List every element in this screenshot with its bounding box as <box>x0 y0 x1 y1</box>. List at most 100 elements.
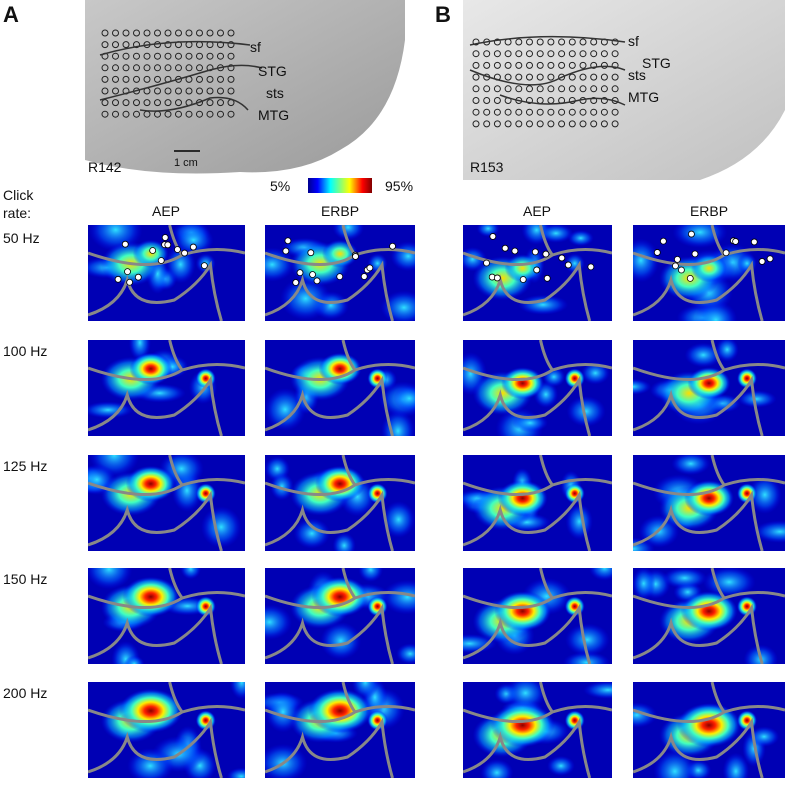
electrode <box>758 258 766 265</box>
blob <box>684 480 734 517</box>
electrode <box>112 29 119 37</box>
electrode <box>336 273 344 281</box>
blob <box>393 385 415 412</box>
electrode <box>547 38 555 46</box>
column-header: ERBP <box>690 203 728 219</box>
blob <box>226 767 245 778</box>
electrode <box>472 85 480 93</box>
anatomy-label: MTG <box>258 107 289 123</box>
sulcus-line <box>633 568 785 664</box>
heatmap <box>633 340 785 436</box>
electrode <box>360 273 368 280</box>
heatmap-layer <box>463 568 612 664</box>
heatmap-layer <box>463 340 612 436</box>
sulcus-line <box>463 340 612 436</box>
heatmap <box>265 568 415 664</box>
electrode <box>472 38 480 46</box>
panel-label: B <box>435 2 451 27</box>
blob <box>633 568 656 600</box>
electrode <box>217 29 224 37</box>
heatmap <box>463 340 612 436</box>
electrode <box>611 38 619 46</box>
electrode <box>526 38 533 46</box>
electrode <box>504 61 512 69</box>
blob <box>588 568 612 581</box>
electrode <box>536 120 544 128</box>
blob <box>748 726 780 747</box>
electrode <box>112 41 119 49</box>
electrode <box>526 97 533 104</box>
electrode <box>112 52 119 60</box>
blob <box>494 591 552 632</box>
electrode <box>600 85 608 93</box>
electrode <box>472 120 480 128</box>
electrode <box>483 50 491 58</box>
electrode <box>493 274 501 282</box>
electrode <box>189 243 197 251</box>
electrode <box>686 274 694 282</box>
heatmap <box>265 455 415 551</box>
electrode <box>154 99 161 107</box>
electrode <box>653 249 661 256</box>
electrode <box>579 61 587 69</box>
electrode <box>112 75 119 83</box>
electrode <box>579 108 587 116</box>
electrode <box>493 97 501 104</box>
blob <box>382 501 415 538</box>
electrode <box>143 29 151 37</box>
electrode <box>547 73 555 81</box>
electrode <box>489 233 497 240</box>
subject-id: R142 <box>88 159 122 175</box>
electrode <box>122 64 130 72</box>
electrode <box>185 64 193 72</box>
electrode <box>227 41 235 49</box>
electrode <box>124 268 131 276</box>
sulcus-line <box>99 40 263 112</box>
electrode <box>590 97 598 104</box>
blob <box>497 480 548 517</box>
electrode <box>101 99 109 107</box>
blob <box>490 703 555 748</box>
electrode <box>309 271 316 278</box>
electrode <box>143 75 151 83</box>
electrode <box>536 85 544 93</box>
sulcus-line <box>88 455 245 551</box>
heatmap-layer <box>88 340 245 436</box>
electrode <box>217 75 224 83</box>
electrode <box>515 73 523 81</box>
electrode <box>501 244 509 252</box>
blob <box>229 682 245 700</box>
electrode <box>175 29 182 37</box>
electrode <box>206 52 214 60</box>
electrode <box>568 73 576 81</box>
electrode <box>472 97 480 104</box>
electrode <box>688 230 695 238</box>
heatmap <box>88 682 245 778</box>
electrode <box>122 110 130 118</box>
electrode <box>547 85 555 93</box>
electrode <box>472 73 480 81</box>
electrode <box>133 29 140 37</box>
electrode <box>157 257 165 264</box>
sulcus-line <box>633 455 785 551</box>
heatmap <box>633 568 785 664</box>
electrode <box>164 64 172 72</box>
electrode <box>511 247 519 255</box>
electrode <box>750 238 758 246</box>
sulcus-line <box>265 682 415 778</box>
blob <box>123 655 145 664</box>
sulcus-line <box>88 682 245 778</box>
electrode <box>307 249 315 257</box>
electrode <box>472 61 480 69</box>
anatomy-label: STG <box>258 63 287 79</box>
electrode <box>227 110 235 118</box>
heatmap <box>88 568 245 664</box>
blob <box>293 518 331 549</box>
electrode <box>133 110 140 118</box>
electrode <box>122 29 130 37</box>
heatmap-layer <box>633 455 785 551</box>
colorbar-min: 5% <box>270 178 290 194</box>
electrode <box>526 73 533 81</box>
electrode <box>389 242 396 250</box>
electrode <box>519 276 527 283</box>
